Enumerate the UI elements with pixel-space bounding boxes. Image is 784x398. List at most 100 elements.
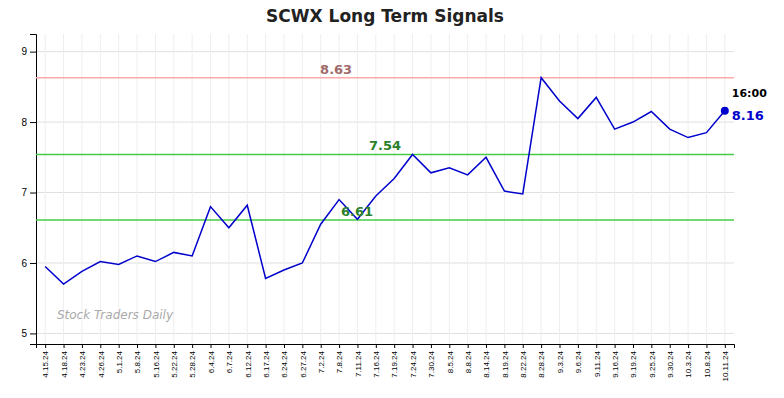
x-tick: 10.3.24 xyxy=(684,344,693,378)
x-tick: 5.16.24 xyxy=(152,344,161,378)
y-tick: 9 xyxy=(21,46,36,57)
x-tick-label: 6.27.24 xyxy=(299,350,308,377)
x-tick-label: 6.17.24 xyxy=(262,350,271,377)
grid-line-x xyxy=(228,34,229,344)
grid-line-x xyxy=(155,34,156,344)
x-tick: 9.25.24 xyxy=(648,344,657,378)
x-tick-label: 9.25.24 xyxy=(648,350,657,377)
x-tick-mark xyxy=(64,344,65,348)
grid-line-x xyxy=(632,34,633,344)
x-tick-mark xyxy=(504,344,505,348)
y-tick: 6 xyxy=(21,258,36,269)
x-tick-label: 6.24.24 xyxy=(280,350,289,377)
price-line xyxy=(45,78,725,284)
last-value-label: 8.16 xyxy=(732,108,764,123)
x-tick-mark xyxy=(45,344,46,348)
x-tick-mark xyxy=(725,344,726,348)
y-axis-line xyxy=(30,35,37,345)
x-tick-mark xyxy=(541,344,542,348)
x-tick-mark xyxy=(486,344,487,348)
x-tick: 8.19.24 xyxy=(501,344,510,378)
grid-line-x xyxy=(614,34,615,344)
grid-line-x xyxy=(559,34,560,344)
grid-line-x xyxy=(320,34,321,344)
grid-line-x xyxy=(63,34,64,344)
y-tick: 7 xyxy=(21,187,36,198)
x-tick-label: 8.28.24 xyxy=(537,350,546,377)
grid-line-y xyxy=(36,192,734,193)
last-label: 16:00 xyxy=(732,87,767,100)
grid-line-x xyxy=(430,34,431,344)
x-tick: 6.24.24 xyxy=(280,344,289,378)
signal-label: 8.63 xyxy=(320,62,352,77)
x-tick: 9.16.24 xyxy=(611,344,620,378)
grid-line-x xyxy=(265,34,266,344)
x-tick: 6.4.24 xyxy=(207,344,216,373)
y-tick-label: 5 xyxy=(21,328,27,339)
x-tick-mark xyxy=(615,344,616,348)
x-tick-mark xyxy=(119,344,120,348)
grid-line-x xyxy=(81,34,82,344)
x-tick-label: 7.8.24 xyxy=(335,350,344,373)
x-tick: 5.22.24 xyxy=(170,344,179,378)
x-tick-mark xyxy=(247,344,248,348)
x-tick: 9.19.24 xyxy=(629,344,638,378)
x-tick-label: 6.7.24 xyxy=(225,350,234,373)
x-tick: 4.26.24 xyxy=(97,344,106,378)
grid-line-x xyxy=(449,34,450,344)
x-tick-label: 6.12.24 xyxy=(244,350,253,377)
x-tick-mark xyxy=(449,344,450,348)
x-tick: 6.17.24 xyxy=(262,344,271,378)
x-tick-mark xyxy=(633,344,634,348)
grid-line-x xyxy=(467,34,468,344)
x-tick-mark xyxy=(302,344,303,348)
plot: 4.15.244.18.244.23.244.26.245.1.245.8.24… xyxy=(21,34,767,382)
grid-line-x xyxy=(394,34,395,344)
x-tick-mark xyxy=(339,344,340,348)
y-tick: 8 xyxy=(21,117,36,128)
signal-line xyxy=(36,219,734,221)
y-tick-mark xyxy=(30,122,36,123)
x-tick-label: 7.16.24 xyxy=(372,350,381,377)
x-tick-mark xyxy=(706,344,707,348)
watermark: Stock Traders Daily xyxy=(57,308,174,322)
x-tick: 6.7.24 xyxy=(225,344,234,373)
x-tick-label: 4.23.24 xyxy=(78,350,87,377)
marks xyxy=(36,78,734,284)
y-tick-label: 7 xyxy=(21,187,27,198)
x-tick-mark xyxy=(192,344,193,348)
x-tick-mark xyxy=(688,344,689,348)
y-tick-label: 8 xyxy=(21,117,27,128)
x-tick-label: 9.3.24 xyxy=(556,350,565,373)
x-tick-label: 9.16.24 xyxy=(611,350,620,377)
grid-line-x xyxy=(100,34,101,344)
x-tick-label: 8.22.24 xyxy=(519,350,528,377)
x-tick-mark xyxy=(211,344,212,348)
x-tick-label: 10.11.24 xyxy=(721,350,730,381)
grid-line-x xyxy=(486,34,487,344)
x-tick: 5.1.24 xyxy=(115,344,124,373)
x-tick-mark xyxy=(670,344,671,348)
grid-line-x xyxy=(357,34,358,344)
x-tick-mark xyxy=(357,344,358,348)
x-tick-label: 7.30.24 xyxy=(427,350,436,377)
x-tick: 9.3.24 xyxy=(556,344,565,373)
x-tick: 9.11.24 xyxy=(593,344,602,377)
grid-line-y xyxy=(36,122,734,123)
x-tick-label: 8.5.24 xyxy=(446,350,455,373)
x-tick: 9.6.24 xyxy=(574,344,583,373)
grid-line-x xyxy=(375,34,376,344)
grid-line-x xyxy=(118,34,119,344)
x-tick: 9.30.24 xyxy=(666,344,675,378)
x-tick: 8.5.24 xyxy=(446,344,455,373)
x-tick: 8.28.24 xyxy=(537,344,546,378)
y-tick-label: 6 xyxy=(21,258,27,269)
grid-line-x xyxy=(688,34,689,344)
x-tick: 7.16.24 xyxy=(372,344,381,378)
grid-line-x xyxy=(192,34,193,344)
x-tick: 4.23.24 xyxy=(78,344,87,378)
x-tick-mark xyxy=(578,344,579,348)
x-tick-mark xyxy=(651,344,652,348)
grid-line-x xyxy=(412,34,413,344)
x-tick-mark xyxy=(394,344,395,348)
